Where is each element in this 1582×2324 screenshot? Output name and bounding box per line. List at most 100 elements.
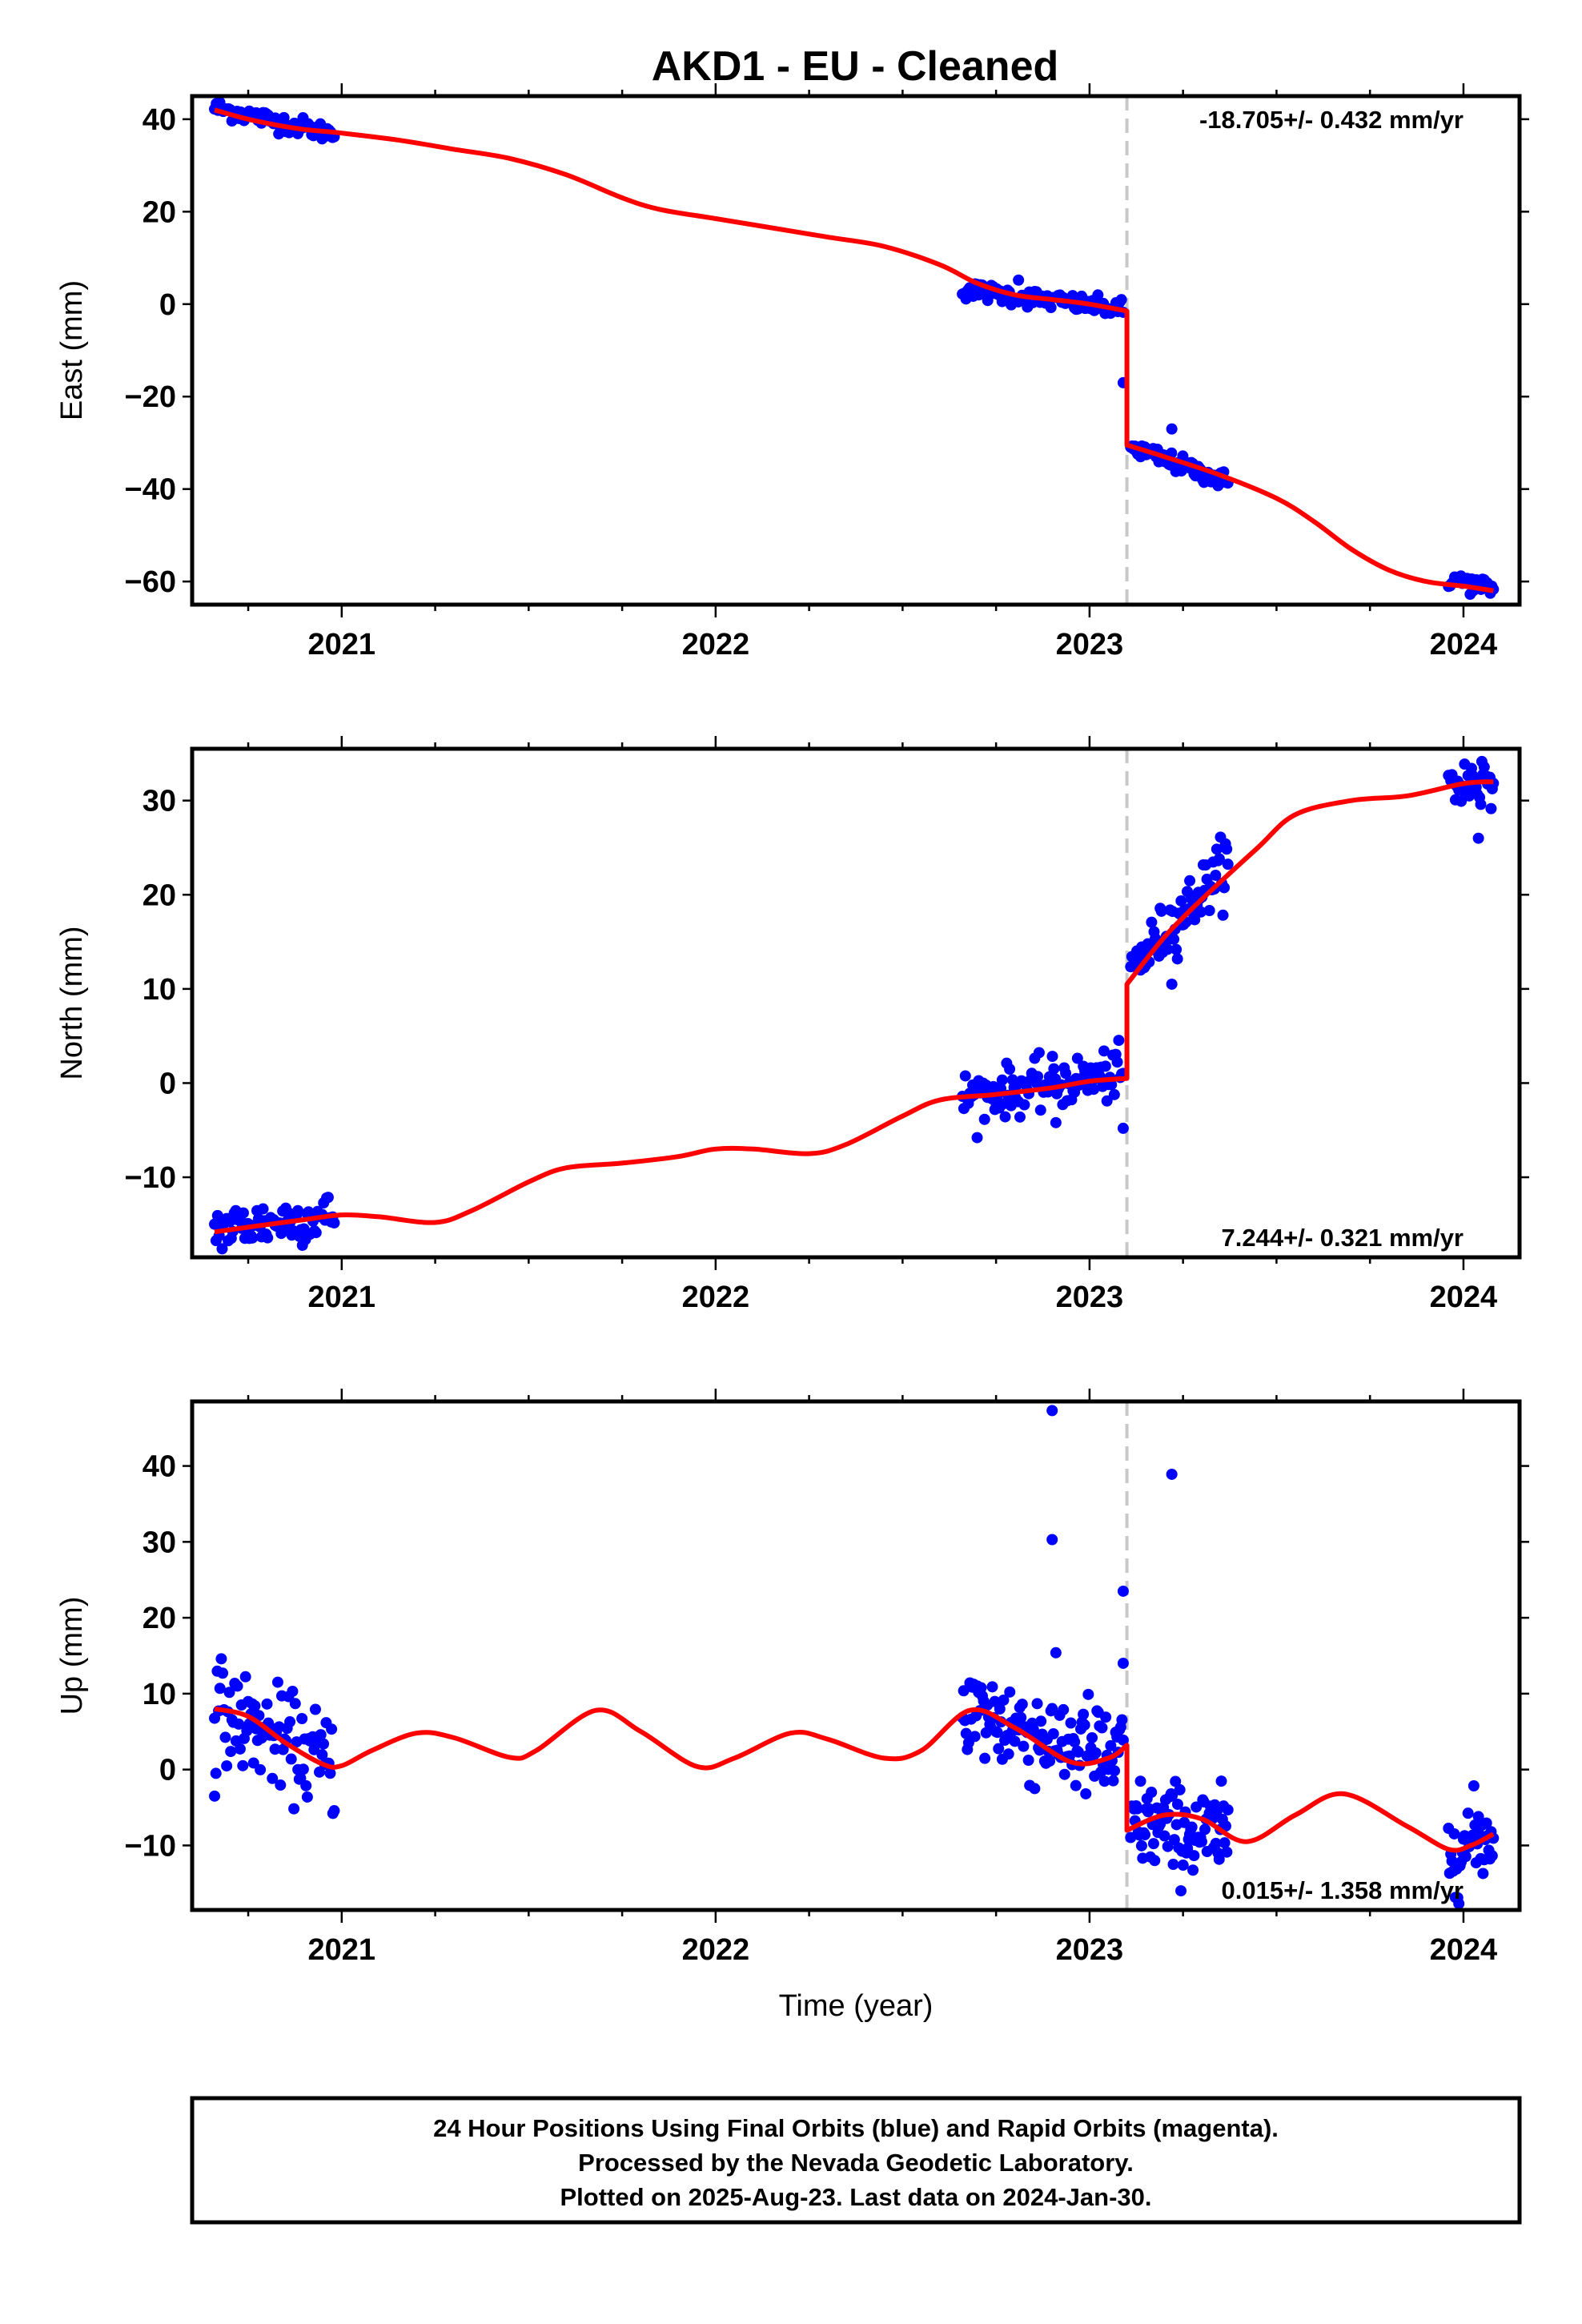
data-point [960, 1727, 972, 1739]
data-point [975, 1682, 987, 1694]
data-point [1177, 1860, 1189, 1872]
x-tick-label: 2022 [682, 1933, 750, 1967]
data-point [1182, 1843, 1194, 1855]
data-point [999, 1111, 1011, 1123]
x-tick-label: 2021 [308, 1281, 376, 1314]
data-point [271, 1676, 283, 1688]
data-point [971, 1132, 983, 1144]
data-point [215, 1653, 227, 1665]
data-point [1099, 1060, 1111, 1072]
data-point [1186, 1821, 1198, 1833]
data-point [1065, 1717, 1077, 1729]
x-tick-label: 2024 [1430, 1933, 1498, 1967]
data-point [324, 1767, 336, 1779]
data-point [1031, 1698, 1043, 1710]
data-point [1448, 1827, 1460, 1839]
outlier-point [1117, 1585, 1129, 1597]
footer-frame [190, 2096, 1522, 2225]
data-point [1219, 1837, 1231, 1849]
data-point [1453, 1898, 1465, 1910]
data-point [978, 1113, 990, 1125]
data-point [1149, 1855, 1161, 1867]
data-point [1480, 1817, 1492, 1829]
east-model-curve [214, 107, 1494, 593]
data-point [1456, 795, 1468, 807]
data-point [1167, 1859, 1179, 1871]
data-point [1002, 1748, 1014, 1760]
data-point [1045, 301, 1057, 313]
data-point [1131, 1803, 1143, 1815]
y-tick-label: 40 [143, 1450, 176, 1484]
data-point [1080, 1787, 1092, 1799]
data-point [1168, 1834, 1180, 1846]
data-point [1203, 904, 1215, 916]
data-point [986, 1681, 998, 1693]
data-point [1046, 1051, 1058, 1063]
data-point [1034, 1104, 1046, 1116]
data-point [239, 1671, 251, 1683]
outlier-point [1117, 1657, 1129, 1669]
data-point [257, 1203, 269, 1215]
data-point [1014, 1111, 1026, 1123]
data-point [255, 1763, 267, 1775]
footer-line-2: Processed by the Nevada Geodetic Laborat… [578, 2149, 1134, 2177]
data-point [1210, 1837, 1222, 1849]
data-point [261, 1698, 273, 1710]
y-tick-label: −20 [125, 380, 176, 414]
x-tick-label: 2021 [308, 1933, 376, 1967]
north-y-axis-label: North (mm) [55, 926, 89, 1080]
y-tick-label: 0 [159, 1067, 176, 1100]
up-panel: −10 0 10 20 30 40 2021 2022 2023 2024 Up (mm) Time … [55, 1389, 1529, 2023]
x-tick-label: 2021 [308, 628, 376, 661]
data-point [289, 1698, 301, 1710]
data-point [237, 1207, 249, 1219]
north-panel: −10 0 10 20 30 2021 2022 2023 2024 North (mm) 7.24… [55, 736, 1529, 1314]
data-point [1175, 1885, 1187, 1897]
data-point [1117, 1734, 1129, 1746]
outlier-point [1472, 832, 1484, 844]
data-point [1174, 1783, 1186, 1795]
data-point [958, 1685, 970, 1697]
data-point [1462, 1807, 1474, 1819]
y-tick-label: 30 [143, 785, 176, 818]
y-tick-label: 20 [143, 195, 176, 229]
outlier-point [1117, 1122, 1129, 1134]
data-point [1195, 1835, 1207, 1848]
data-point [1217, 909, 1229, 921]
data-point [296, 1712, 308, 1724]
data-point [1047, 1727, 1059, 1739]
x-tick-label: 2023 [1056, 628, 1124, 661]
north-plot-frame [190, 746, 1522, 1260]
data-point [1109, 1765, 1121, 1777]
data-point [1046, 1703, 1058, 1715]
data-point [1108, 1088, 1120, 1100]
data-point [269, 1743, 281, 1755]
up-y-axis-label: Up (mm) [55, 1597, 89, 1715]
data-point [1158, 1830, 1170, 1842]
data-point [237, 1759, 249, 1771]
footer-line-3: Plotted on 2025-Aug-23. Last data on 202… [560, 2183, 1151, 2211]
data-point [1072, 1746, 1084, 1758]
north-rate-label: 7.244+/- 0.321 mm/yr [1222, 1224, 1464, 1252]
data-point [1088, 1084, 1100, 1096]
x-tick-label: 2024 [1430, 628, 1498, 661]
data-point [1168, 933, 1180, 945]
data-point [1078, 1708, 1090, 1720]
data-point [297, 1763, 309, 1775]
data-point [1210, 869, 1222, 881]
data-point [322, 1192, 334, 1204]
data-point [1171, 1799, 1183, 1811]
data-point [1096, 1722, 1108, 1734]
data-point [1098, 1045, 1110, 1057]
data-point [1472, 1811, 1484, 1823]
data-point [1478, 761, 1490, 773]
footer-line-1: 24 Hour Positions Using Final Orbits (bl… [433, 2114, 1279, 2142]
data-point [1162, 943, 1174, 955]
outlier-point [1046, 1534, 1058, 1546]
data-point [1009, 1735, 1021, 1747]
data-point [1155, 905, 1167, 917]
data-point [959, 1070, 971, 1082]
data-point [1069, 1736, 1081, 1748]
y-tick-label: 10 [143, 1678, 176, 1711]
data-point [1477, 1868, 1489, 1880]
